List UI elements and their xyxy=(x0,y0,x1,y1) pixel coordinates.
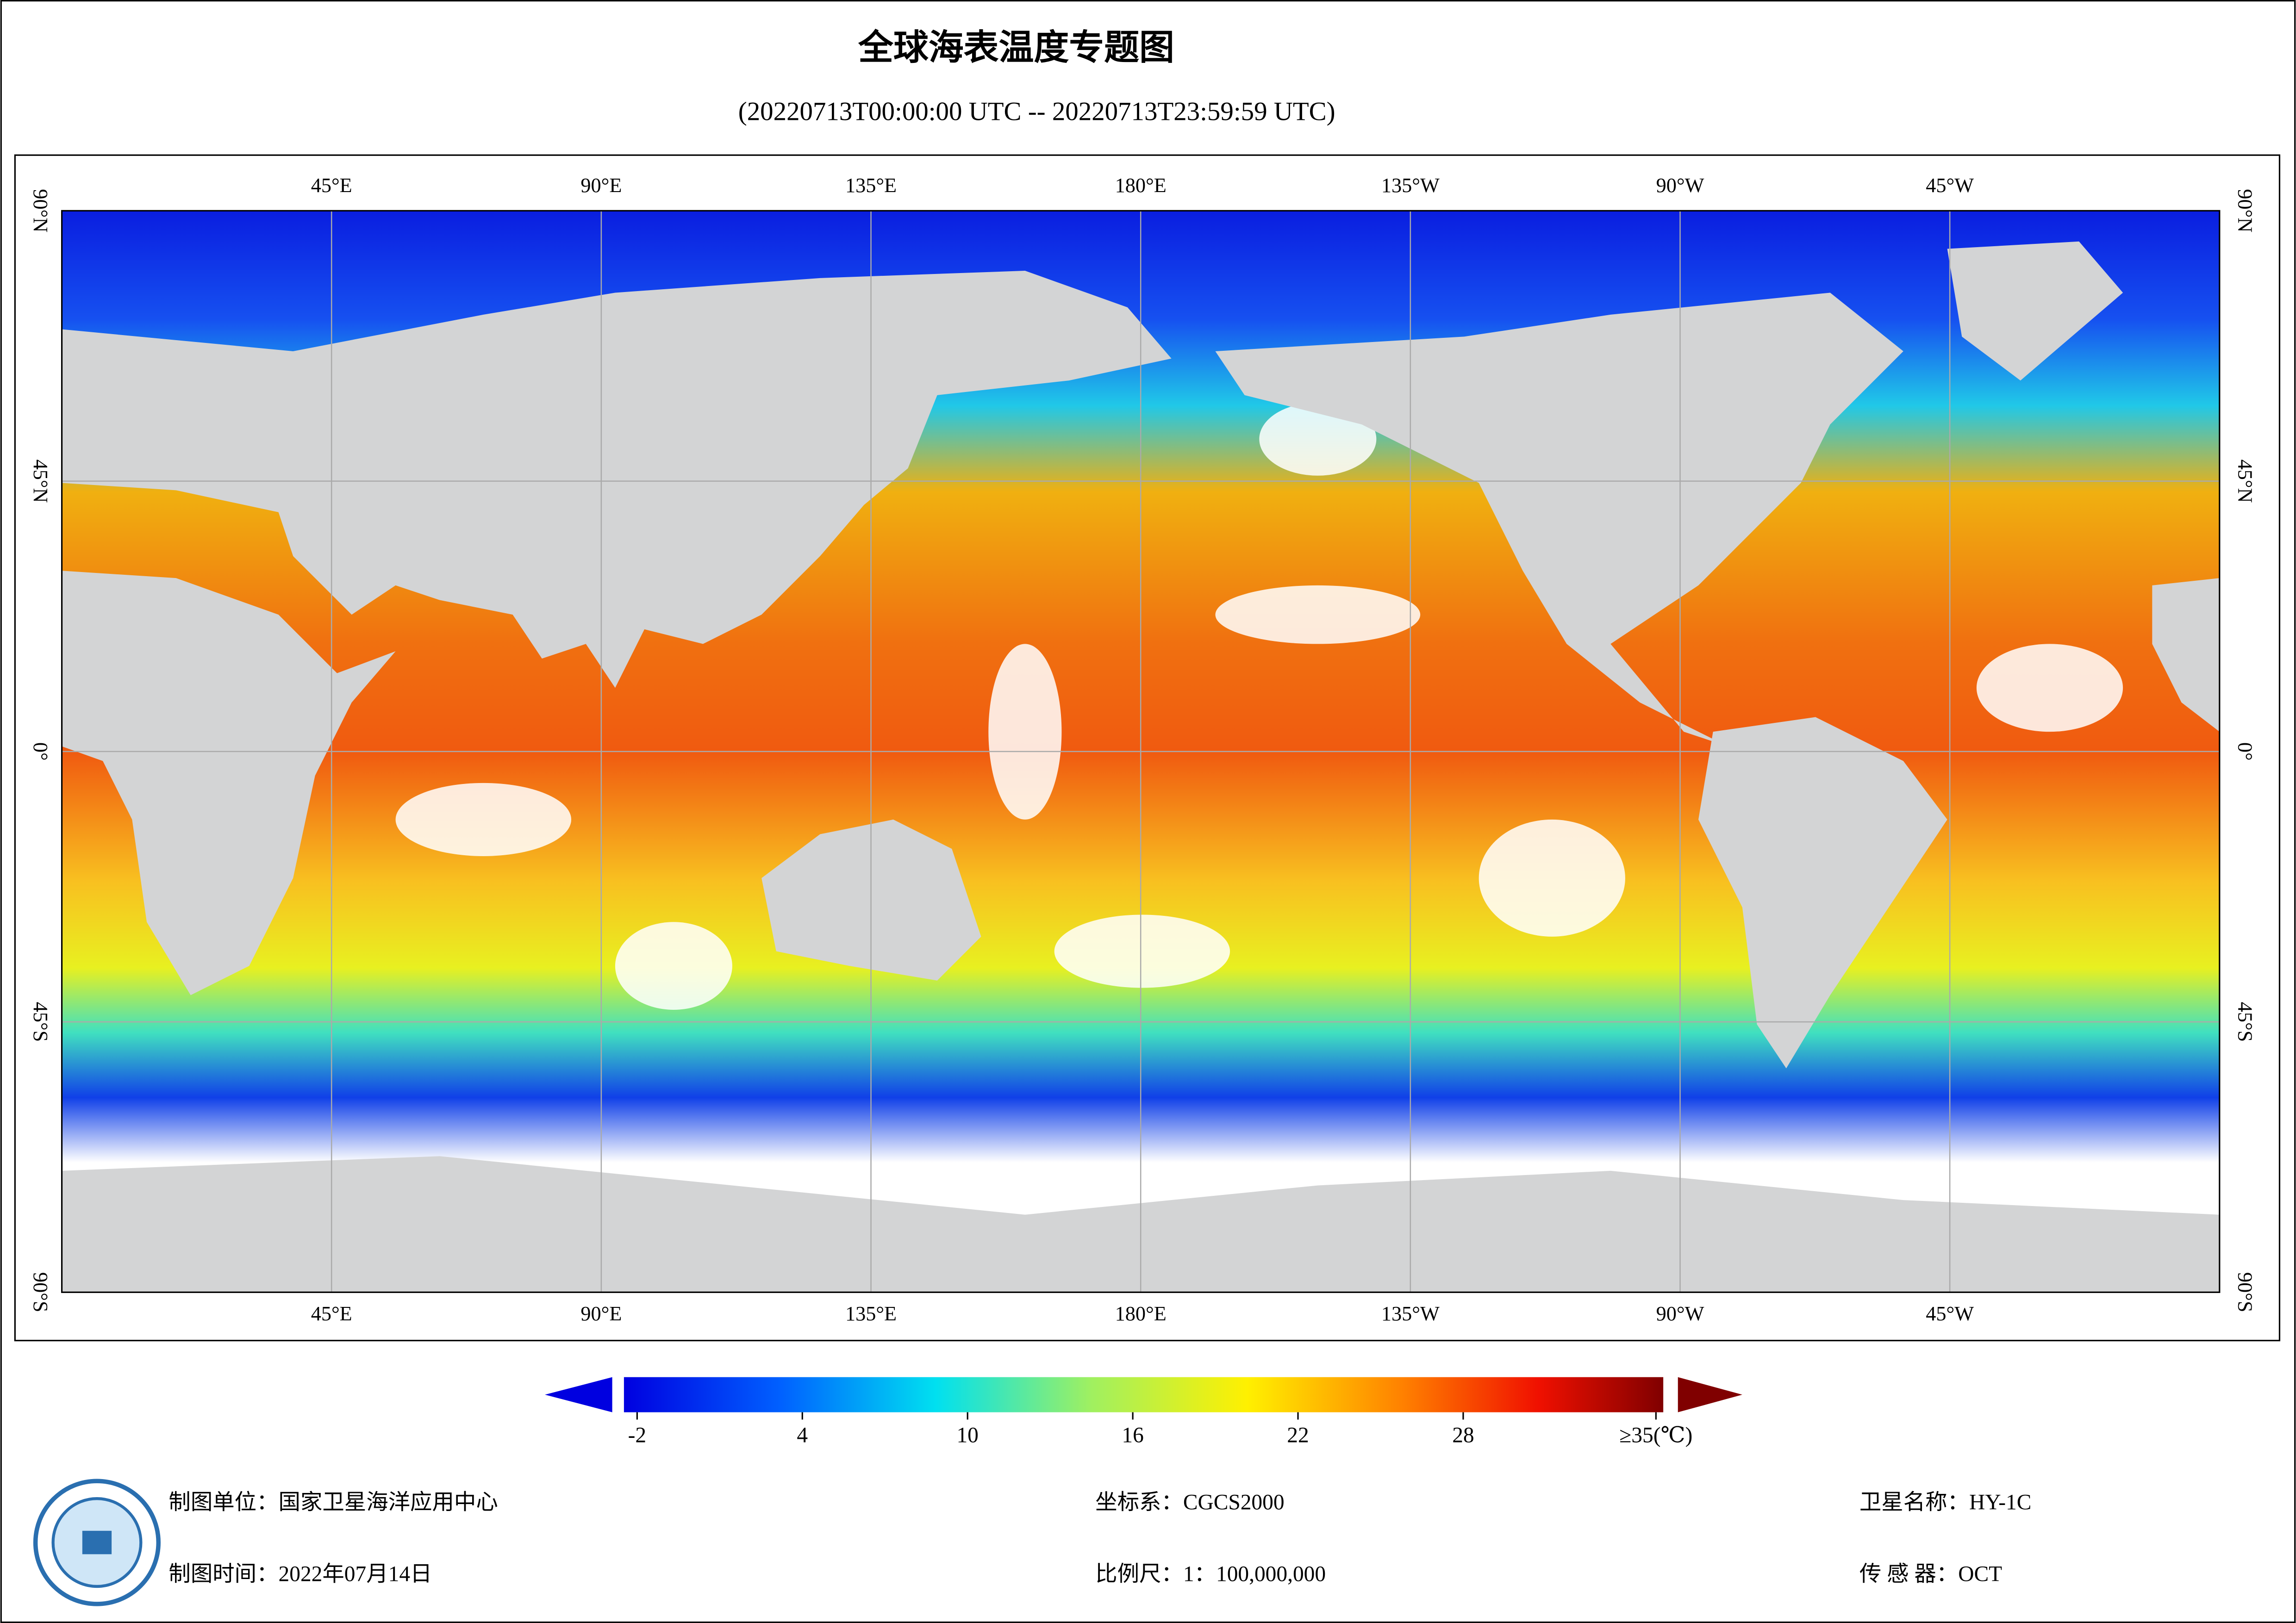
footer-sensor: 传 感 器：OCT xyxy=(1859,1562,2002,1586)
lon-label: 90°W xyxy=(1656,1302,1704,1325)
lat-label: 90°S xyxy=(29,1272,52,1312)
colorbar-high-arrow xyxy=(1678,1377,1742,1412)
lat-label: 0° xyxy=(2234,742,2256,761)
lon-label: 45°W xyxy=(1926,1302,1974,1325)
footer-crs: 坐标系：CGCS2000 xyxy=(1095,1491,1284,1515)
footer-scale: 比例尺：1：100,000,000 xyxy=(1095,1562,1326,1586)
lat-label: 90°N xyxy=(2234,189,2256,232)
title: 全球海表温度专题图 xyxy=(858,27,1174,68)
colorbar-tick-label: 22 xyxy=(1287,1423,1309,1447)
lat-label: 45°S xyxy=(2234,1002,2256,1042)
lon-label: 135°E xyxy=(845,1302,897,1325)
lat-label: 0° xyxy=(29,742,52,761)
lon-label: 135°E xyxy=(845,174,897,197)
colorbar-tick-label: ≥35(℃) xyxy=(1619,1423,1692,1447)
map-border xyxy=(61,210,2221,1293)
lon-label: 45°W xyxy=(1926,174,1974,197)
lon-label: 45°E xyxy=(311,174,352,197)
lon-label: 90°W xyxy=(1656,174,1704,197)
lat-label: 45°N xyxy=(29,460,52,503)
colorbar-low-arrow xyxy=(545,1377,612,1412)
lon-label: 135°W xyxy=(1381,1302,1440,1325)
colorbar-tick-label: 28 xyxy=(1452,1423,1474,1447)
colorbar-tick-label: 16 xyxy=(1122,1423,1143,1447)
lon-label: 180°E xyxy=(1115,1302,1167,1325)
logo xyxy=(33,1479,161,1606)
lat-label: 90°N xyxy=(29,189,52,232)
colorbar-tick-label: 10 xyxy=(956,1423,978,1447)
footer-satellite: 卫星名称：HY-1C xyxy=(1859,1491,2031,1515)
cloud-cover xyxy=(395,402,2123,1010)
colorbar: -2 4 10 16 22 28 ≥35(℃) xyxy=(545,1377,1742,1447)
lon-label: 90°E xyxy=(580,1302,622,1325)
lon-label: 180°E xyxy=(1115,174,1167,197)
footer-unit: 制图单位：国家卫星海洋应用中心 xyxy=(168,1491,498,1515)
lon-label: 45°E xyxy=(311,1302,352,1325)
colorbar-tick-label: -2 xyxy=(628,1423,647,1447)
lon-label: 135°W xyxy=(1381,174,1440,197)
map-frame xyxy=(14,154,2281,1342)
footer: 制图单位：国家卫星海洋应用中心 坐标系：CGCS2000 卫星名称：HY-1C … xyxy=(168,1491,2031,1586)
colorbar-tick-label: 4 xyxy=(797,1423,808,1447)
lon-label: 90°E xyxy=(580,174,622,197)
lat-label: 45°S xyxy=(29,1002,52,1042)
footer-date: 制图时间：2022年07月14日 xyxy=(168,1562,432,1586)
subtitle: (20220713T00:00:00 UTC -- 20220713T23:59… xyxy=(738,97,1335,126)
colorbar-ramp xyxy=(624,1377,1664,1412)
lat-label: 90°S xyxy=(2234,1272,2256,1312)
lat-label: 45°N xyxy=(2234,460,2256,503)
